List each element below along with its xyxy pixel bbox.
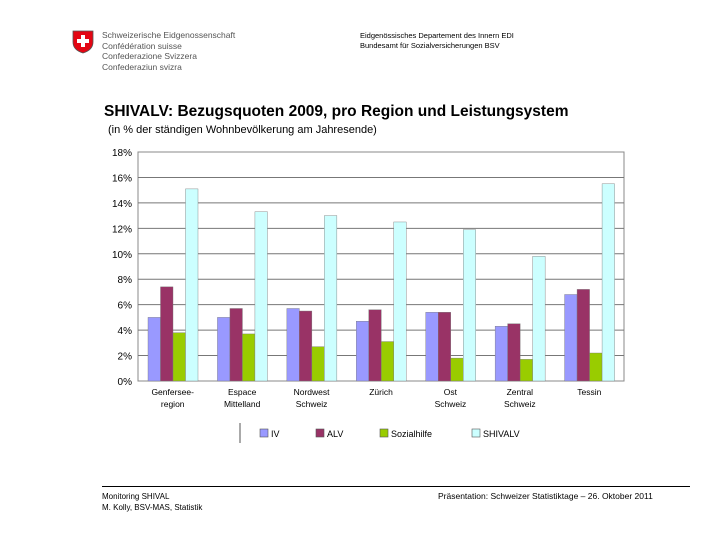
legend-swatch-alv [315, 428, 325, 438]
bar-iv [494, 326, 508, 382]
y-tick-label: 18% [112, 148, 132, 159]
chart-subtitle: (in % der ständigen Wohnbevölkerung am J… [108, 124, 377, 136]
footer-rule [102, 486, 690, 487]
bar-sozialhilfe [519, 359, 533, 382]
swiss-cross-logo [72, 30, 94, 54]
office-line: Bundesamt für Sozialversicherungen BSV [360, 41, 500, 50]
bar-iv [147, 317, 161, 382]
bar-sozialhilfe [450, 357, 464, 382]
bar-sozialhilfe [381, 341, 394, 382]
bar-shivalv [532, 256, 546, 382]
legend-swatch-sozialhilfe [379, 428, 389, 438]
footer-project: Monitoring SHIVAL [102, 492, 170, 501]
bar-alv [299, 310, 313, 382]
bar-alv [368, 309, 382, 382]
confederation-line: Confédération suisse [102, 40, 182, 51]
bar-shivalv [393, 221, 407, 382]
legend-label-alv: ALV [327, 429, 343, 439]
footer-presentation: Präsentation: Schweizer Statistiktage – … [438, 491, 653, 501]
y-tick-label: 14% [112, 199, 132, 210]
x-category-label: Ost [444, 387, 458, 397]
confederation-line: Schweizerische Eidgenossenschaft [102, 30, 236, 40]
footer-author: M. Kolly, BSV-MAS, Statistik [102, 503, 203, 512]
x-category-label: Zürich [369, 387, 393, 397]
bar-sozialhilfe [589, 352, 603, 382]
x-category-label: Schweiz [435, 399, 467, 409]
bar-iv [564, 294, 578, 382]
bar-alv [576, 289, 590, 382]
bar-iv [356, 321, 369, 382]
legend-swatch-iv [259, 428, 269, 438]
bar-alv [438, 312, 451, 382]
bar-sozialhilfe [172, 332, 186, 382]
bar-sozialhilfe [242, 333, 256, 382]
y-tick-label: 16% [112, 173, 132, 184]
x-category-label: Schweiz [504, 399, 536, 409]
bar-shivalv [463, 229, 476, 382]
department-line: Eidgenössisches Departement des Innern E… [360, 31, 514, 40]
x-category-label: Schweiz [296, 399, 328, 409]
bar-chart: 0% 2% 4% 6% 8% 10% 12% 14% 16% 18% Genfersee-regio… [112, 148, 625, 443]
bar-iv [217, 317, 231, 382]
department-info: Eidgenössisches Departement des Innern E… [360, 31, 514, 51]
legend-label-sozialhilfe: Sozialhilfe [391, 429, 432, 439]
y-tick-label: 10% [112, 250, 132, 261]
bar-shivalv [601, 183, 615, 382]
x-category-label: region [161, 399, 185, 409]
legend-label-iv: IV [271, 429, 280, 439]
x-category-label: Espace [228, 387, 257, 397]
bar-shivalv [324, 215, 338, 382]
bar-shivalv [254, 211, 268, 382]
bar-alv [160, 286, 174, 382]
confederation-names: Schweizerische Eidgenossenschaft Confédé… [102, 30, 235, 72]
y-tick-label: 6% [118, 301, 133, 312]
confederation-line: Confederaziun svizra [102, 61, 182, 72]
legend-swatch-shivalv [471, 428, 481, 438]
x-category-label: Nordwest [294, 387, 331, 397]
footer-left: Monitoring SHIVAL M. Kolly, BSV-MAS, Sta… [102, 491, 202, 513]
bar-iv [425, 312, 439, 382]
bar-shivalv [185, 188, 199, 382]
legend-label-shivalv: SHIVALV [483, 429, 520, 439]
x-category-label: Genfersee- [151, 387, 194, 397]
bar-iv [286, 308, 300, 382]
y-tick-label: 8% [118, 275, 133, 286]
chart-title: SHIVALV: Bezugsquoten 2009, pro Region u… [104, 103, 569, 120]
x-category-label: Zentral [507, 387, 534, 397]
y-tick-label: 0% [118, 377, 133, 388]
x-category-label: Mittelland [224, 399, 261, 409]
y-tick-label: 2% [118, 352, 133, 363]
bar-sozialhilfe [311, 346, 325, 382]
y-tick-label: 4% [118, 326, 133, 337]
bar-alv [229, 308, 243, 382]
y-tick-label: 12% [112, 224, 132, 235]
confederation-line: Confederazione Svizzera [102, 51, 197, 61]
bar-alv [507, 323, 521, 382]
x-category-label: Tessin [577, 387, 601, 397]
